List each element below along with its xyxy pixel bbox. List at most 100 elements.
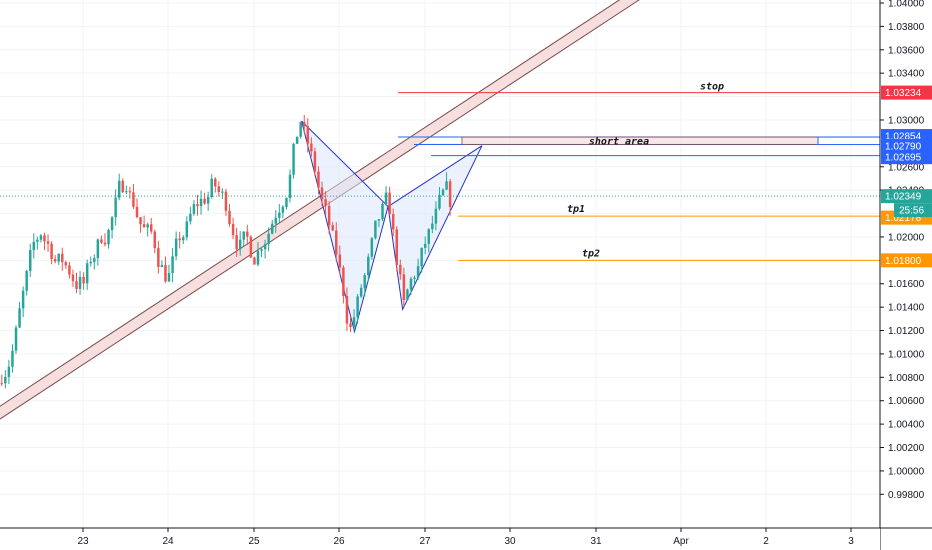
candle-body: [231, 223, 235, 236]
candle-body: [313, 151, 317, 172]
candle-body: [4, 376, 7, 384]
price-tick-label: 1.03000: [888, 115, 925, 126]
last-price-badge[interactable]: [881, 189, 932, 204]
candle-body: [263, 244, 267, 250]
candle-body: [93, 257, 96, 262]
candle-body: [438, 195, 441, 209]
chart-background: [0, 0, 880, 528]
candle-body: [395, 229, 398, 265]
short-area-label: short area: [589, 136, 649, 147]
time-tick-label: Apr: [673, 536, 689, 547]
candle-body: [29, 250, 32, 271]
candle-body: [317, 171, 320, 188]
candle-body: [25, 270, 28, 291]
candle-body: [85, 263, 89, 284]
candle-body: [445, 181, 448, 190]
candle-body: [214, 178, 217, 187]
candle-body: [189, 213, 192, 222]
candle-body: [441, 189, 445, 196]
candle-body: [53, 259, 57, 262]
candle-body: [256, 250, 260, 265]
time-tick-label: 24: [162, 536, 174, 547]
time-axis[interactable]: 23 24 25 26 27 30 31 Apr 2 3: [0, 527, 932, 550]
candle-body: [46, 241, 50, 244]
harmonic-pattern[interactable]: [301, 120, 483, 334]
candle-body: [121, 180, 125, 193]
candle-body: [110, 217, 114, 230]
annotations[interactable]: stop short area tp1 tp2: [0, 82, 881, 261]
candle-body: [345, 295, 349, 324]
candle-body: [18, 308, 21, 328]
candle-body: [431, 223, 434, 230]
candle-body: [413, 277, 416, 279]
candle-body: [299, 122, 302, 137]
candle-body: [363, 275, 366, 288]
candle-body: [270, 223, 274, 234]
candle-body: [409, 278, 413, 290]
entry-price-badge[interactable]: [881, 150, 932, 165]
candle-body: [96, 239, 100, 258]
candle-body: [331, 225, 334, 231]
candle-body: [117, 180, 121, 198]
time-tick-label: 3: [848, 536, 854, 547]
candle-body: [82, 276, 85, 284]
candle-body: [89, 261, 92, 264]
candle-body: [434, 208, 438, 224]
price-tick-label: 1.00000: [888, 466, 925, 477]
candle-body: [50, 243, 53, 260]
candle-body: [75, 281, 78, 289]
candle-body: [285, 198, 288, 207]
short-area-bottom-price-badge[interactable]: [881, 139, 932, 154]
candles: [0, 114, 452, 389]
candle-body: [11, 350, 14, 367]
candle-body: [185, 221, 189, 238]
candle-body: [107, 229, 110, 245]
tp-label-1: tp1: [567, 204, 585, 215]
price-tick-label: 1.03600: [888, 45, 925, 56]
price-tick-label: 1.01000: [888, 349, 925, 360]
short-area-handle[interactable]: [817, 136, 881, 146]
candle-body: [246, 231, 249, 237]
candle-body: [391, 214, 395, 230]
candle-body: [356, 296, 359, 318]
candle-body: [43, 235, 46, 242]
candle-body: [367, 256, 370, 276]
candle-body: [114, 197, 117, 218]
candle-body: [7, 366, 11, 377]
candle-body: [288, 174, 292, 199]
candle-body: [310, 143, 313, 152]
candle-body: [338, 254, 342, 268]
candle-body: [196, 204, 199, 207]
time-tick-label: 25: [248, 536, 260, 547]
candle-body: [260, 249, 263, 251]
pattern-xb-line: [301, 120, 389, 207]
candle-body: [206, 196, 210, 204]
pattern-xab-fill: [301, 121, 389, 332]
time-axis-background: [0, 528, 880, 550]
candle-body: [157, 247, 160, 267]
candle-body: [228, 210, 231, 224]
short-area-bottom-price-badge-label: 1.02790: [885, 142, 922, 153]
candle-body: [242, 231, 245, 240]
candle-body: [370, 238, 374, 257]
candle-body: [57, 253, 60, 262]
price-axis[interactable]: 0.99800 1.00000 1.00200 1.00400 1.00600 1.008…: [879, 0, 932, 550]
time-tick-label: 30: [504, 536, 516, 547]
candle-body: [21, 290, 25, 309]
price-tick-label: 1.03400: [888, 69, 925, 80]
candle-body: [71, 274, 75, 282]
stop-price-badge-label: 1.03234: [885, 88, 922, 99]
tp2-price-badge[interactable]: [881, 253, 932, 268]
stop-price-badge[interactable]: [881, 85, 932, 100]
candle-body: [292, 143, 295, 175]
candle-body: [253, 257, 256, 265]
candle-body: [374, 220, 377, 239]
candle-body: [267, 233, 270, 245]
candle-body: [448, 181, 452, 207]
candle-body: [249, 236, 253, 258]
candle-body: [64, 262, 68, 266]
candle-body: [384, 192, 388, 204]
candle-body: [235, 235, 238, 250]
candle-body: [164, 265, 167, 282]
